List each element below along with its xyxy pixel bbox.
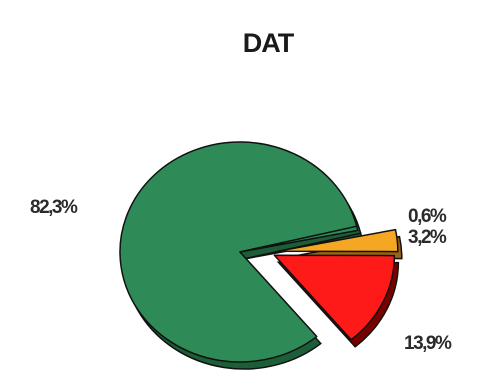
slice-orange: [277, 228, 399, 253]
slice-red: [273, 254, 396, 341]
slice-label-green: 82,3%: [30, 197, 78, 218]
slice-green-large: [119, 141, 358, 363]
chart-title: DAT: [243, 28, 295, 58]
slice-label-orange: 3,2%: [408, 227, 447, 248]
pie-slices: [119, 141, 399, 363]
slice-label-small-green: 0,6%: [408, 206, 447, 227]
pie-labels: 82,3% 0,6% 3,2% 13,9%: [30, 197, 453, 354]
slice-green-small: [239, 225, 359, 253]
slice-label-red: 13,9%: [404, 333, 452, 354]
